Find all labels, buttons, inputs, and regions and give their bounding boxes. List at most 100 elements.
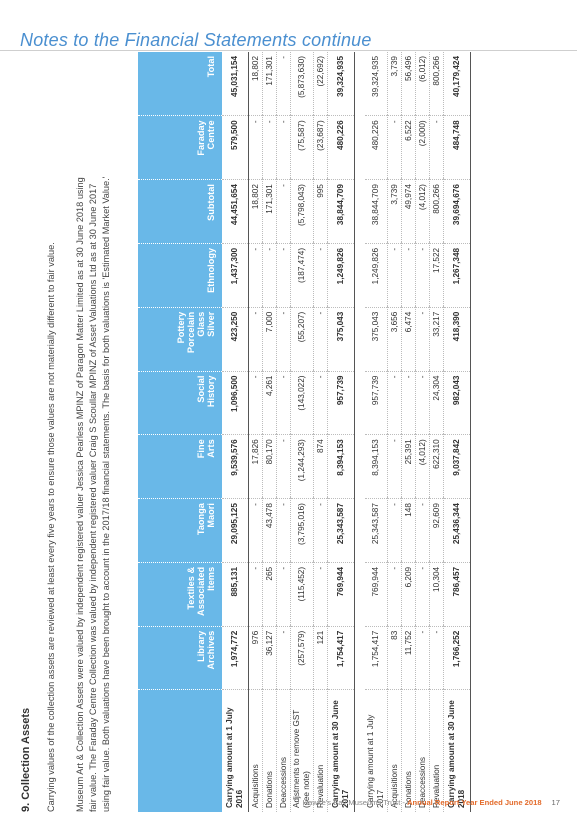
column-header-line: History <box>206 375 216 408</box>
table-cell: 43,478 <box>262 498 277 563</box>
table-cell: 8,394,153 <box>365 434 388 499</box>
table-cell: (5,798,043) <box>290 179 314 244</box>
column-header-line: Taonga <box>196 503 206 536</box>
table-cell: 786,457 <box>443 562 471 627</box>
table-cell: - <box>429 626 444 690</box>
table-cell: 874 <box>313 434 328 499</box>
table-cell: 56,496 <box>401 52 416 116</box>
table-cell: - <box>387 434 402 499</box>
table-cell: - <box>313 243 328 308</box>
table-cell: - <box>248 243 263 308</box>
table-cell: - <box>248 371 263 435</box>
table-cell: - <box>248 498 263 563</box>
column-header: Subtotal <box>138 179 222 244</box>
table-cell: - <box>387 371 402 435</box>
table-row: Adjstments to remove GST (see note) (257,… <box>290 52 314 812</box>
table-cell: 423,250 <box>222 307 249 372</box>
table-cell: - <box>248 115 263 180</box>
column-header: Textiles & Associated Items <box>138 562 222 627</box>
row-label: Donations <box>262 690 277 812</box>
table-cell: 484,748 <box>443 115 471 180</box>
table-cell: 4,261 <box>262 371 277 435</box>
table-cell: (2,000) <box>415 115 430 180</box>
column-header-line: Pottery <box>176 311 186 344</box>
column-header: Faraday Centre <box>138 115 222 180</box>
table-cell: - <box>401 243 416 308</box>
table-cell: 375,043 <box>327 307 355 372</box>
column-header-line: Archives <box>206 630 216 670</box>
column-header-line: Silver <box>206 311 216 337</box>
section-title: 9. Collection Assets <box>20 707 32 812</box>
table-cell: - <box>248 562 263 627</box>
table-cell: 265 <box>262 562 277 627</box>
column-header-line: Fine <box>196 439 206 459</box>
column-header-line: Social <box>196 375 206 403</box>
spacer-cell <box>355 52 366 812</box>
table-cell: (6,012) <box>415 52 430 116</box>
table-cell: 800,266 <box>429 179 444 244</box>
valuation-paragraph: Museum Art & Collection Assets were valu… <box>74 52 113 812</box>
row-label: Carrying amount at 30 June 2018 <box>443 690 471 812</box>
table-row: Carrying amount at 1 July 2017 1,754,417 7… <box>365 52 388 812</box>
table-cell: - <box>262 243 277 308</box>
table-cell: 39,324,935 <box>327 52 355 116</box>
rotated-content: 9. Collection Assets Carrying values of … <box>20 52 550 812</box>
table-cell: 885,131 <box>222 562 249 627</box>
column-header-line: Glass <box>196 311 206 337</box>
row-label: Deaccessions <box>276 690 291 812</box>
table-cell: 995 <box>313 179 328 244</box>
column-header-line: Ethnology <box>206 247 216 293</box>
table-cell: 9,037,842 <box>443 434 471 499</box>
table-cell: 957,739 <box>365 371 388 435</box>
table-cell: 39,324,935 <box>365 52 388 116</box>
table-cell: 982,043 <box>443 371 471 435</box>
table-cell: 1,249,826 <box>327 243 355 308</box>
page-number: 17 <box>551 798 560 807</box>
row-label: Donations <box>401 690 416 812</box>
table-cell: 80,170 <box>262 434 277 499</box>
table-cell: - <box>415 498 430 563</box>
table-cell: - <box>276 626 291 690</box>
table-row: Carrying amount at 1 July 2016 1,974,772 8… <box>222 52 249 812</box>
collection-assets-table: Library Archives Textiles & Associated Items… <box>138 52 471 812</box>
table-cell: - <box>276 434 291 499</box>
table-cell: 6,474 <box>401 307 416 372</box>
column-header: Taonga Maori <box>138 498 222 563</box>
table-cell: 25,343,587 <box>327 498 355 563</box>
table-cell: (3,795,016) <box>290 498 314 563</box>
table-cell: 38,844,709 <box>327 179 355 244</box>
column-header: Fine Arts <box>138 434 222 499</box>
intro-text: Carrying values of the collection assets… <box>46 242 56 812</box>
column-header-line: Associated <box>196 566 206 616</box>
table-cell: 33,217 <box>429 307 444 372</box>
table-cell: (115,452) <box>290 562 314 627</box>
table-cell: 9,539,576 <box>222 434 249 499</box>
table-cell: 17,826 <box>248 434 263 499</box>
table-cell: 1,766,252 <box>443 626 471 690</box>
column-header-line: Arts <box>206 439 216 458</box>
table-cell: 1,267,348 <box>443 243 471 308</box>
table-cell: 10,304 <box>429 562 444 627</box>
row-label: Carrying amount at 1 July 2016 <box>222 690 249 812</box>
row-label: Carrying amount at 1 July 2017 <box>365 690 388 812</box>
table-cell: - <box>276 52 291 116</box>
column-header-line: Porcelain <box>186 311 196 354</box>
table-cell: 3,739 <box>387 179 402 244</box>
table-cell: 375,043 <box>365 307 388 372</box>
table-cell: - <box>248 307 263 372</box>
table-cell: - <box>415 371 430 435</box>
table-cell: - <box>429 115 444 180</box>
row-label: Revaluation <box>313 690 328 812</box>
table-cell: (22,692) <box>313 52 328 116</box>
table-cell: 39,694,676 <box>443 179 471 244</box>
table-cell: - <box>415 562 430 627</box>
table-cell: 24,304 <box>429 371 444 435</box>
table-cell: 1,437,300 <box>222 243 249 308</box>
table-cell: 1,754,417 <box>365 626 388 690</box>
table-cell: 800,266 <box>429 52 444 116</box>
table-cell: 3,656 <box>387 307 402 372</box>
table-cell: - <box>313 307 328 372</box>
table-row: Revaluation -10,304 92,609 622,310 24,304 33,… <box>429 52 444 812</box>
table-cell: 171,301 <box>262 52 277 116</box>
row-label: Revaluation <box>429 690 444 812</box>
